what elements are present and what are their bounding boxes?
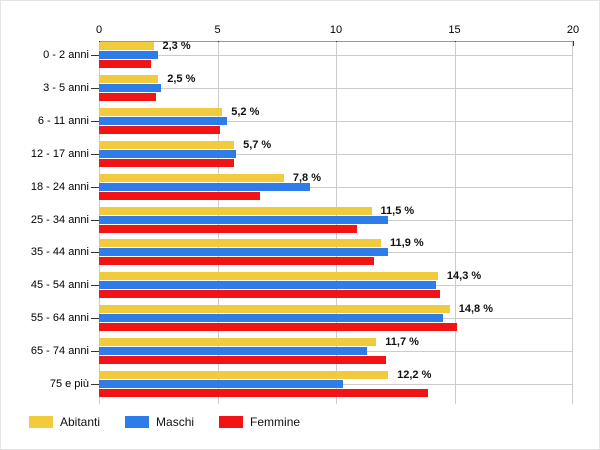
bar-abitanti bbox=[99, 239, 382, 248]
bar-femmine bbox=[99, 290, 441, 299]
category-tick bbox=[91, 384, 99, 386]
bar-femmine bbox=[99, 191, 261, 200]
bar-maschi bbox=[99, 149, 237, 158]
bar-value-label: 11,7 % bbox=[385, 336, 419, 349]
category-tick bbox=[91, 186, 99, 188]
legend-swatch-femmine bbox=[219, 416, 244, 428]
category-label: 25 - 34 anni bbox=[30, 213, 89, 226]
category-label: 18 - 24 anni bbox=[30, 180, 89, 193]
bar-abitanti bbox=[99, 206, 372, 215]
h-gridline bbox=[99, 55, 573, 56]
category-tick bbox=[91, 351, 99, 353]
bar-value-label: 5,7 % bbox=[243, 138, 272, 151]
category-tick bbox=[91, 87, 99, 89]
legend-label-abitanti: Abitanti bbox=[60, 415, 101, 429]
category-label: 65 - 74 anni bbox=[30, 345, 89, 358]
bar-maschi bbox=[99, 182, 310, 191]
category-label: 75 e più bbox=[49, 378, 89, 391]
bar-value-label: 11,9 % bbox=[390, 237, 424, 250]
legend-swatch-maschi bbox=[125, 416, 150, 428]
bar-value-label: 2,5 % bbox=[167, 72, 196, 85]
category-tick bbox=[91, 252, 99, 254]
category-label: 35 - 44 anni bbox=[30, 246, 89, 259]
bar-maschi bbox=[99, 281, 436, 290]
bar-femmine bbox=[99, 92, 156, 101]
bar-maschi bbox=[99, 83, 161, 92]
bar-abitanti bbox=[99, 272, 438, 281]
legend-swatch-abitanti bbox=[29, 416, 53, 428]
legend-item-femmine: Femmine bbox=[219, 415, 300, 429]
bar-value-label: 7,8 % bbox=[292, 171, 321, 184]
x-axis-tick-label: 20 bbox=[566, 24, 580, 36]
bar-femmine bbox=[99, 158, 235, 167]
v-gridline bbox=[572, 42, 573, 404]
category-tick bbox=[91, 120, 99, 122]
bar-value-label: 11,5 % bbox=[380, 204, 415, 217]
bar-value-label: 5,2 % bbox=[231, 105, 260, 118]
bar-abitanti bbox=[99, 140, 235, 149]
bar-maschi bbox=[99, 51, 159, 59]
category-label: 0 - 2 anni bbox=[43, 49, 89, 61]
bar-femmine bbox=[99, 224, 358, 233]
category-tick bbox=[91, 318, 99, 320]
category-label: 6 - 11 anni bbox=[37, 114, 89, 127]
x-axis-tick-label: 5 bbox=[214, 24, 221, 36]
category-tick bbox=[91, 153, 99, 155]
legend-item-abitanti: Abitanti bbox=[29, 415, 100, 429]
legend-label-femmine: Femmine bbox=[250, 415, 301, 429]
bar-maschi bbox=[99, 116, 227, 125]
bar-abitanti bbox=[99, 338, 377, 347]
x-axis-tick-label: 0 bbox=[95, 24, 103, 36]
h-gridline bbox=[99, 87, 573, 89]
category-label: 45 - 54 anni bbox=[30, 279, 89, 292]
bar-value-label: 2,3 % bbox=[162, 40, 191, 52]
bar-abitanti bbox=[99, 74, 159, 83]
category-label: 3 - 5 anni bbox=[43, 81, 89, 94]
bar-femmine bbox=[99, 257, 374, 266]
bar-femmine bbox=[99, 356, 386, 365]
legend: Abitanti Maschi Femmine bbox=[29, 415, 300, 429]
x-axis-tick-label: 10 bbox=[329, 24, 343, 36]
bar-abitanti bbox=[99, 371, 389, 380]
bar-femmine bbox=[99, 323, 457, 332]
bar-abitanti bbox=[99, 305, 450, 314]
bar-maschi bbox=[99, 215, 389, 224]
bar-abitanti bbox=[99, 42, 154, 50]
category-label: 55 - 64 anni bbox=[30, 312, 89, 325]
bar-femmine bbox=[99, 389, 429, 398]
bar-abitanti bbox=[99, 173, 284, 182]
bar-maschi bbox=[99, 314, 443, 323]
bar-value-label: 12,2 % bbox=[397, 369, 432, 382]
y-axis-category-labels: 0 - 2 anni 3 - 5 anni 6 - 11 anni 12 - 17 a… bbox=[1, 42, 99, 404]
x-axis: 0 5 10 15 20 bbox=[1, 1, 599, 42]
plot-area: 2,3 % 2,5 % 5,2 % 5,7 % 7,8 % 11,5 % 11,9 % 14,… bbox=[91, 40, 573, 404]
v-gridline bbox=[454, 42, 456, 404]
category-tick bbox=[91, 219, 99, 221]
category-tick bbox=[91, 55, 99, 56]
category-label: 12 - 17 anni bbox=[30, 147, 89, 160]
bar-femmine bbox=[99, 125, 220, 134]
bar-maschi bbox=[99, 380, 344, 389]
x-axis-tick bbox=[573, 41, 574, 46]
bar-maschi bbox=[99, 347, 367, 356]
bar-femmine bbox=[99, 60, 152, 68]
legend-item-maschi: Maschi bbox=[125, 415, 194, 429]
bar-value-label: 14,8 % bbox=[458, 303, 493, 316]
bar-abitanti bbox=[99, 107, 223, 116]
h-gridline bbox=[99, 186, 573, 188]
bar-value-label: 14,3 % bbox=[446, 270, 482, 283]
legend-label-maschi: Maschi bbox=[156, 415, 195, 429]
h-gridline bbox=[99, 153, 573, 155]
x-axis-tick-label: 15 bbox=[448, 24, 461, 36]
h-gridline bbox=[99, 120, 573, 122]
bar-maschi bbox=[99, 248, 389, 257]
category-tick bbox=[91, 285, 99, 287]
